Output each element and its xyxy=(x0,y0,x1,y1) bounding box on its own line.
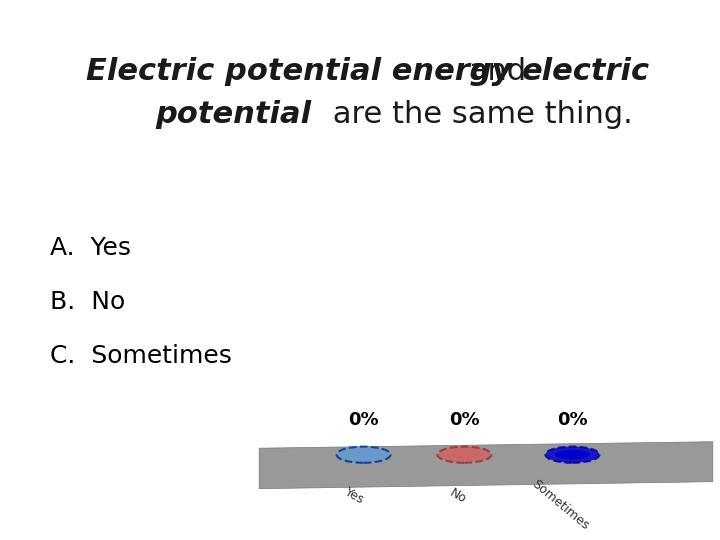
Text: No: No xyxy=(447,486,469,505)
Text: 0%: 0% xyxy=(348,411,379,429)
Text: electric: electric xyxy=(522,57,650,86)
Ellipse shape xyxy=(337,447,391,463)
Ellipse shape xyxy=(555,450,590,460)
Ellipse shape xyxy=(447,450,482,460)
Ellipse shape xyxy=(438,447,492,463)
Text: potential: potential xyxy=(155,100,311,129)
Text: Sometimes: Sometimes xyxy=(529,477,591,532)
Ellipse shape xyxy=(346,450,381,460)
Text: C.  Sometimes: C. Sometimes xyxy=(50,345,233,368)
Text: B.  No: B. No xyxy=(50,291,126,314)
Ellipse shape xyxy=(546,447,599,463)
Text: 0%: 0% xyxy=(557,411,588,429)
Text: 0%: 0% xyxy=(449,411,480,429)
Text: Yes: Yes xyxy=(343,485,367,507)
Polygon shape xyxy=(259,442,713,489)
Text: are the same thing.: are the same thing. xyxy=(323,100,632,129)
Text: A.  Yes: A. Yes xyxy=(50,237,132,260)
Text: Electric potential energy: Electric potential energy xyxy=(86,57,512,86)
Text: and: and xyxy=(459,57,536,86)
